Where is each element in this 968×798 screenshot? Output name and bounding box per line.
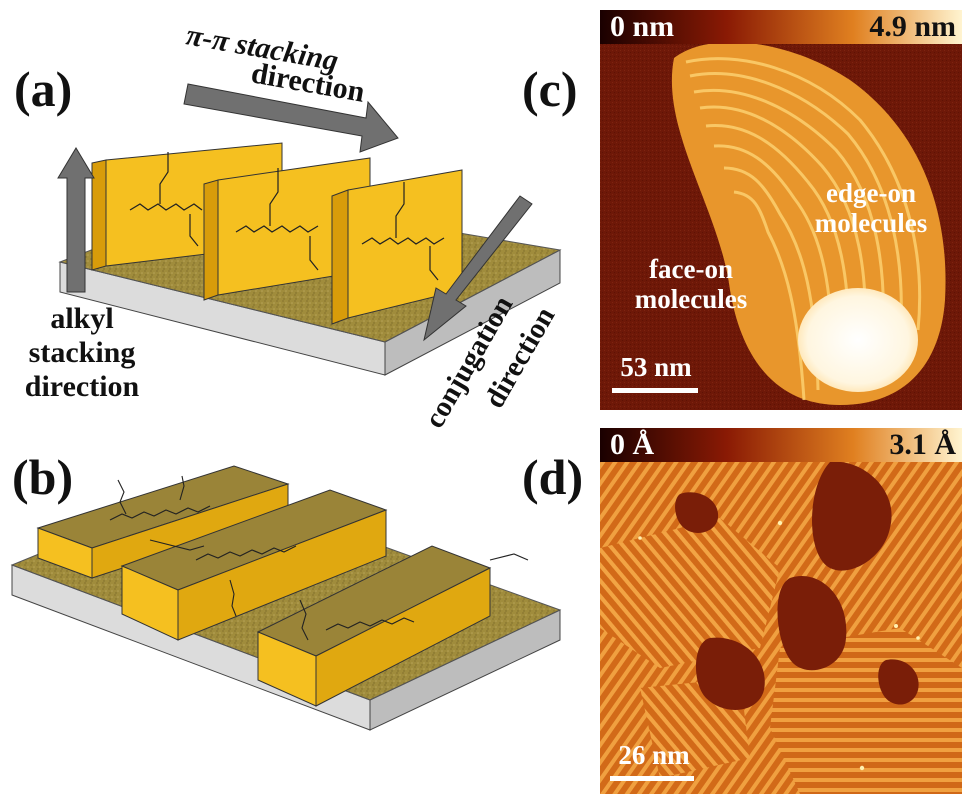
face-on-slab-3 bbox=[256, 545, 529, 707]
scalebar-d-label: 26 nm bbox=[618, 740, 690, 770]
pi-stacking-arrow bbox=[183, 83, 399, 153]
alkyl-label-line2: stacking bbox=[29, 336, 136, 369]
schematic-diagram: π-π stacking direction alkyl stacking di… bbox=[10, 18, 562, 731]
afm-image-c: 0 nm 4.9 nm edge-on molecules face-on mo… bbox=[600, 10, 962, 410]
edge-on-slab-3 bbox=[331, 169, 463, 325]
conjugation-arrow bbox=[423, 195, 533, 342]
alkyl-stacking-arrow bbox=[57, 147, 95, 293]
colorbar-d bbox=[600, 428, 962, 462]
scalebar-c-label: 53 nm bbox=[620, 352, 692, 382]
colorbar-d-min: 0 Å bbox=[610, 428, 655, 461]
colorbar-c bbox=[600, 10, 962, 44]
colorbar-c-max: 4.9 nm bbox=[869, 10, 956, 43]
panel-label-b: (b) bbox=[12, 449, 74, 505]
face-on-slab-2 bbox=[120, 489, 388, 641]
alkyl-label-line1: alkyl bbox=[50, 302, 113, 335]
face-on-label-line2: molecules bbox=[634, 284, 748, 314]
scalebar-d bbox=[610, 776, 694, 781]
colorbar-c-min: 0 nm bbox=[610, 10, 675, 43]
panel-label-c: (c) bbox=[522, 61, 578, 117]
afm-image-d: 0 Å 3.1 Å 26 nm bbox=[600, 428, 962, 794]
edge-on-label-line2: molecules bbox=[814, 208, 928, 238]
scalebar-c bbox=[612, 388, 698, 393]
panel-label-d: (d) bbox=[522, 449, 584, 505]
alkyl-label-line3: direction bbox=[25, 370, 140, 403]
panel-label-a: (a) bbox=[14, 61, 73, 117]
face-on-label-line1: face-on bbox=[649, 254, 733, 284]
colorbar-d-max: 3.1 Å bbox=[889, 428, 956, 461]
edge-on-label-line1: edge-on bbox=[826, 178, 916, 208]
